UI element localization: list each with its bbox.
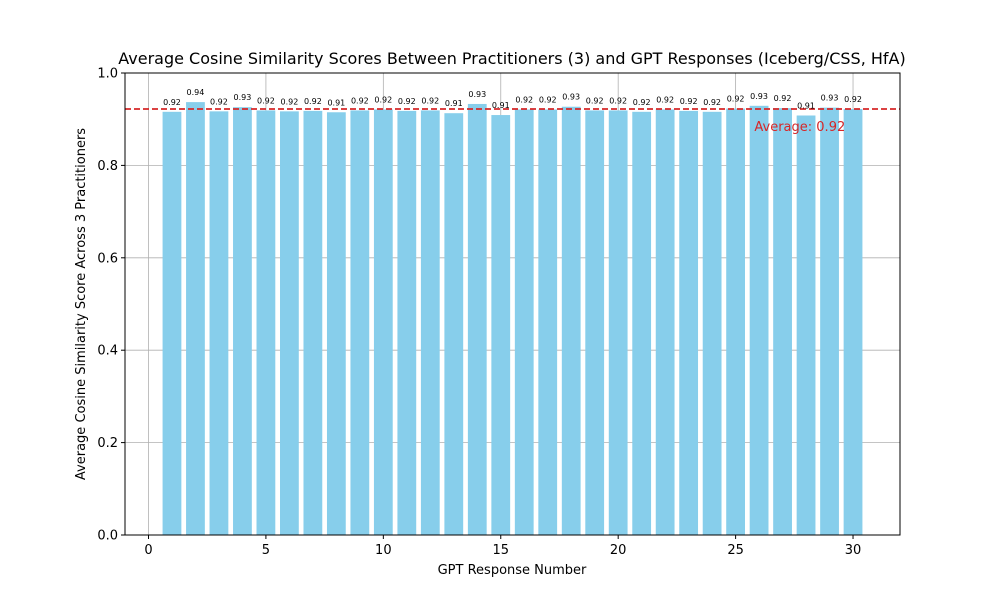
data-labels: 0.92 0.94 0.92 0.93 0.92 0.92 0.92 0.91 0.92 0.92…	[163, 88, 862, 110]
bar	[326, 112, 346, 536]
average-line-group: Average: 0.92	[125, 108, 900, 135]
bar-value-label: 0.93	[821, 94, 839, 103]
bar-value-label: 0.91	[445, 99, 463, 108]
bar	[467, 103, 487, 535]
bar	[444, 113, 464, 535]
bar	[397, 110, 417, 535]
bar	[843, 109, 863, 535]
plot-frame	[124, 72, 901, 536]
chart-title: Average Cosine Similarity Scores Between…	[118, 49, 905, 68]
bar	[420, 110, 440, 535]
bar	[820, 107, 839, 536]
bar	[538, 109, 558, 536]
bar	[514, 109, 534, 536]
axis-ticks: 0 5 10 15 20 25 30 0.0 0.2 0.4 0.6 0.8 1.0	[97, 67, 861, 559]
x-axis-label: GPT Response Number	[438, 563, 587, 578]
x-tick-label: 20	[610, 543, 627, 558]
y-tick-label: 0.0	[97, 529, 118, 544]
x-tick-label: 5	[262, 543, 270, 558]
bar-value-label: 0.91	[492, 101, 510, 110]
bar-value-label: 0.92	[398, 97, 416, 106]
x-tick-label: 30	[845, 543, 862, 558]
bar-value-label: 0.92	[257, 96, 275, 105]
x-tick-label: 10	[375, 543, 392, 558]
bar	[373, 109, 393, 536]
bar-value-label: 0.94	[187, 88, 205, 97]
bar-value-label: 0.92	[680, 97, 698, 106]
y-axis-label: Average Cosine Similarity Score Across 3…	[74, 128, 89, 480]
bar	[726, 108, 745, 535]
bar-value-label: 0.92	[774, 94, 792, 103]
bar	[585, 110, 605, 535]
bar	[608, 110, 628, 535]
bar-value-label: 0.92	[633, 98, 651, 107]
bar-value-label: 0.92	[210, 97, 228, 106]
bar	[186, 102, 205, 535]
y-tick-label: 0.6	[97, 251, 118, 266]
bar-value-label: 0.92	[703, 98, 721, 107]
bar	[233, 107, 252, 536]
bar-value-label: 0.93	[468, 90, 486, 99]
x-tick-label: 0	[144, 543, 152, 558]
bar	[749, 105, 769, 535]
bar	[796, 115, 816, 535]
bar-value-label: 0.92	[515, 95, 533, 104]
bar-value-label: 0.91	[327, 98, 345, 107]
bar-value-label: 0.92	[351, 96, 369, 105]
bar	[303, 110, 323, 535]
y-tick-label: 0.8	[97, 159, 118, 174]
bars	[162, 102, 863, 536]
x-tick-label: 15	[492, 543, 509, 558]
bar-value-label: 0.92	[421, 96, 439, 105]
bar	[632, 111, 652, 536]
bar	[561, 106, 581, 535]
bar-value-label: 0.92	[844, 95, 862, 104]
bar-value-label: 0.93	[234, 93, 252, 102]
bar	[773, 108, 792, 535]
bar-value-label: 0.92	[280, 97, 298, 106]
bar-value-label: 0.92	[609, 96, 627, 105]
bar	[280, 111, 299, 535]
bar-value-label: 0.92	[727, 95, 745, 104]
bar	[256, 110, 276, 535]
bar	[702, 111, 722, 536]
bar-value-label: 0.92	[304, 97, 322, 106]
y-tick-label: 1.0	[97, 67, 118, 82]
bar	[655, 109, 675, 536]
bar-value-label: 0.93	[562, 93, 580, 102]
bar-value-label: 0.91	[797, 102, 815, 111]
bar-value-label: 0.92	[539, 95, 557, 104]
bar-value-label: 0.92	[586, 96, 604, 105]
bar-value-label: 0.92	[163, 98, 181, 107]
bar-value-label: 0.93	[750, 92, 768, 101]
bar	[162, 111, 182, 536]
x-tick-label: 25	[727, 543, 744, 558]
y-tick-label: 0.4	[97, 344, 118, 359]
bar-value-label: 0.92	[374, 95, 392, 104]
bar	[491, 115, 511, 536]
bar-value-label: 0.92	[656, 95, 674, 104]
bar	[350, 110, 370, 535]
y-tick-label: 0.2	[97, 436, 118, 451]
bar	[209, 111, 229, 535]
average-label: Average: 0.92	[754, 120, 845, 135]
bar	[679, 110, 699, 535]
